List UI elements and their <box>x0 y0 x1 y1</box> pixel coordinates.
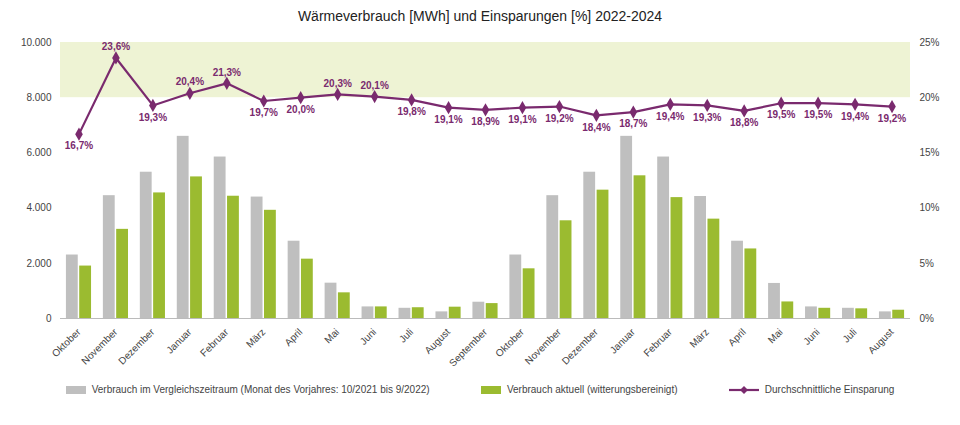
svg-text:August: August <box>422 326 452 356</box>
svg-text:20,1%: 20,1% <box>360 80 388 91</box>
svg-text:19,4%: 19,4% <box>841 111 869 122</box>
svg-text:19,3%: 19,3% <box>693 112 721 123</box>
svg-text:16,7%: 16,7% <box>65 140 93 151</box>
svg-text:19,1%: 19,1% <box>508 114 536 125</box>
html-text:Durchschnittliche Einsparung: Durchschnittliche Einsparung <box>764 384 895 395</box>
html-text:Verbrauch im Vergleichszeitrau: Verbrauch im Vergleichszeitraum (Monat d… <box>91 384 430 395</box>
svg-text:5%: 5% <box>920 258 935 269</box>
svg-text:September: September <box>447 326 490 369</box>
svg-text:Oktober: Oktober <box>50 326 83 359</box>
svg-text:0%: 0% <box>920 313 935 324</box>
svg-text:8.000: 8.000 <box>26 92 51 103</box>
svg-text:25%: 25% <box>920 37 940 48</box>
svg-text:6.000: 6.000 <box>26 147 51 158</box>
svg-text:März: März <box>244 326 268 350</box>
svg-text:23,6%: 23,6% <box>102 41 130 52</box>
svg-text:Mai: Mai <box>766 326 785 345</box>
svg-text:18,9%: 18,9% <box>471 116 499 127</box>
svg-text:Dezember: Dezember <box>116 326 157 367</box>
html-text:Verbrauch aktuell (witterungsb: Verbrauch aktuell (witterungsbereinigt) <box>506 384 678 395</box>
svg-text:19,5%: 19,5% <box>767 109 795 120</box>
svg-text:19,3%: 19,3% <box>139 112 167 123</box>
svg-text:20,4%: 20,4% <box>176 76 204 87</box>
svg-text:19,2%: 19,2% <box>545 113 573 124</box>
svg-text:10.000: 10.000 <box>21 37 52 48</box>
svg-text:15%: 15% <box>920 147 940 158</box>
svg-text:19,1%: 19,1% <box>434 114 462 125</box>
svg-text:Februar: Februar <box>198 326 231 359</box>
svg-text:Juni: Juni <box>358 326 379 347</box>
svg-text:Oktober: Oktober <box>493 326 526 359</box>
svg-text:August: August <box>866 326 896 356</box>
svg-text:Juni: Juni <box>801 326 822 347</box>
svg-text:20,0%: 20,0% <box>287 104 315 115</box>
svg-text:10%: 10% <box>920 202 940 213</box>
svg-text:Juli: Juli <box>397 326 415 344</box>
svg-text:Mai: Mai <box>322 326 341 345</box>
svg-text:21,3%: 21,3% <box>213 67 241 78</box>
svg-text:Januar: Januar <box>164 326 194 356</box>
svg-text:Dezember: Dezember <box>560 326 601 367</box>
svg-text:April: April <box>282 326 304 348</box>
svg-text:April: April <box>726 326 748 348</box>
svg-text:4.000: 4.000 <box>26 202 51 213</box>
svg-text:November: November <box>79 326 120 367</box>
svg-text:18,8%: 18,8% <box>730 117 758 128</box>
svg-text:0: 0 <box>46 313 52 324</box>
svg-text:20%: 20% <box>920 92 940 103</box>
svg-text:Februar: Februar <box>641 326 674 359</box>
svg-text:November: November <box>523 326 564 367</box>
svg-text:Januar: Januar <box>608 326 638 356</box>
svg-text:19,8%: 19,8% <box>397 106 425 117</box>
svg-text:2.000: 2.000 <box>26 258 51 269</box>
svg-text:18,7%: 18,7% <box>619 118 647 129</box>
svg-text:19,2%: 19,2% <box>878 113 906 124</box>
svg-text:18,4%: 18,4% <box>582 122 610 133</box>
svg-text:19,7%: 19,7% <box>250 107 278 118</box>
html-text:Wärmeverbrauch [MWh] und Einsp: Wärmeverbrauch [MWh] und Einsparungen [%… <box>297 8 663 24</box>
svg-text:März: März <box>687 326 711 350</box>
svg-text:19,5%: 19,5% <box>804 109 832 120</box>
svg-text:20,3%: 20,3% <box>323 78 351 89</box>
svg-text:Juli: Juli <box>840 326 858 344</box>
svg-text:19,4%: 19,4% <box>656 111 684 122</box>
